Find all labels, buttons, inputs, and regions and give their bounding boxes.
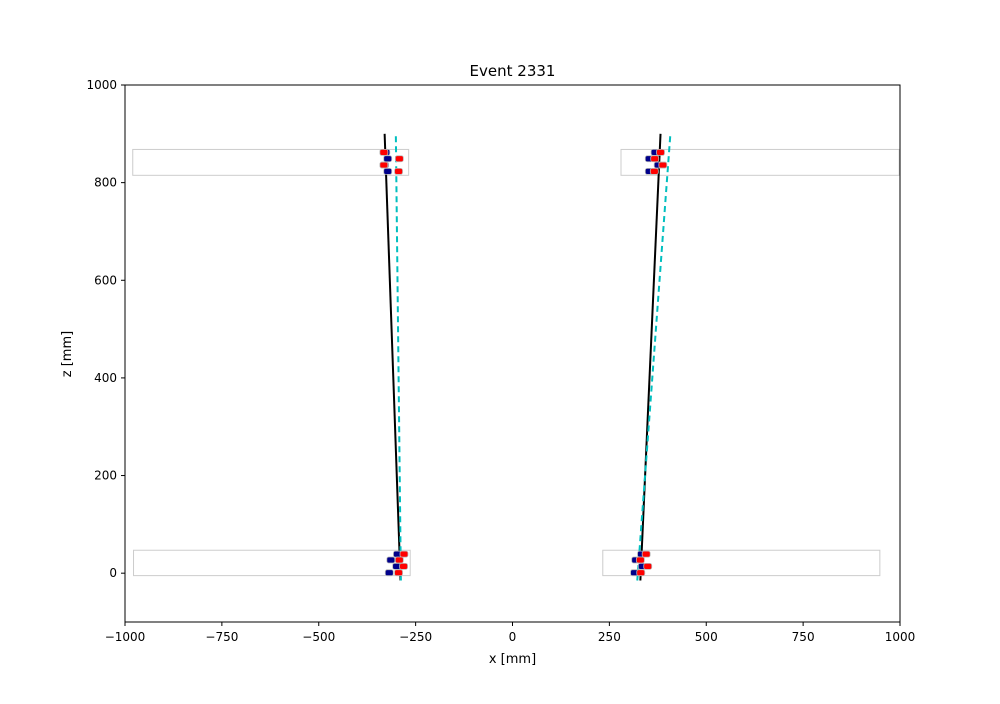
x-tick-label: 750 <box>792 630 815 644</box>
hit-red <box>636 569 646 577</box>
hit-red <box>656 148 665 156</box>
hit-red <box>394 155 404 163</box>
fit-track-line <box>383 133 402 581</box>
y-tick-label: 600 <box>94 273 117 287</box>
y-axis-label: z [mm] <box>60 331 75 377</box>
x-tick-label: −750 <box>205 630 238 644</box>
hit-blue <box>383 155 393 163</box>
hit-red <box>650 155 660 163</box>
x-tick-label: −1000 <box>105 630 146 644</box>
x-axis-label: x [mm] <box>489 652 536 667</box>
x-tick-label: −500 <box>302 630 335 644</box>
x-axis-ticks: −1000 −750 −500 −250 0 250 500 750 1000 <box>105 622 916 644</box>
y-axis-ticks: 0 200 400 600 800 1000 <box>86 78 125 580</box>
hit-red <box>394 569 403 577</box>
true-track-line <box>394 136 402 581</box>
hit-blue <box>384 569 394 577</box>
hit-blue <box>383 168 393 175</box>
hit-markers <box>379 148 668 577</box>
detector-module <box>132 148 410 176</box>
detector-module <box>133 549 411 577</box>
hit-red <box>379 161 389 169</box>
true-track-line <box>636 136 672 581</box>
y-tick-label: 800 <box>94 176 117 190</box>
detector-modules <box>132 148 900 577</box>
chart-title: Event 2331 <box>470 62 556 80</box>
hit-red <box>394 168 403 175</box>
detector-module <box>602 549 881 577</box>
detector-module <box>620 148 900 176</box>
x-tick-label: 500 <box>695 630 718 644</box>
track-lines <box>383 133 672 581</box>
hit-red <box>643 562 653 570</box>
y-tick-label: 200 <box>94 469 117 483</box>
hit-blue <box>386 556 396 564</box>
x-tick-label: 0 <box>509 630 517 644</box>
hit-red <box>649 168 659 175</box>
hit-red <box>658 161 668 169</box>
y-tick-label: 400 <box>94 371 117 385</box>
hit-red <box>399 562 409 570</box>
hit-red <box>394 556 404 564</box>
hit-red <box>379 148 389 156</box>
y-tick-label: 1000 <box>86 78 117 92</box>
hit-red <box>641 550 651 558</box>
hit-red <box>399 550 409 558</box>
hit-red <box>635 556 645 564</box>
x-tick-label: 1000 <box>885 630 916 644</box>
x-tick-label: 250 <box>598 630 621 644</box>
y-tick-label: 0 <box>109 566 117 580</box>
x-tick-label: −250 <box>399 630 432 644</box>
